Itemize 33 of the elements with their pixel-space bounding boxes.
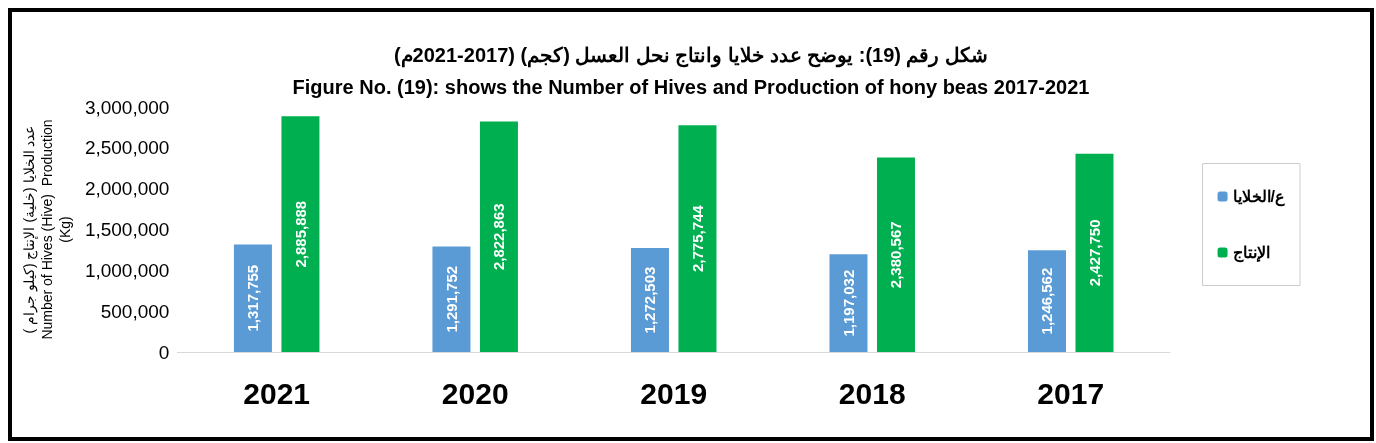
data-label: 1,291,752 bbox=[442, 265, 460, 333]
data-label: 1,197,032 bbox=[839, 269, 857, 337]
bar bbox=[630, 248, 669, 352]
data-label: 2,380,567 bbox=[887, 221, 905, 289]
x-tick-label: 2018 bbox=[838, 376, 906, 410]
data-label: 2,885,888 bbox=[291, 200, 309, 268]
bar bbox=[876, 157, 915, 352]
bar bbox=[479, 121, 518, 352]
y-tick-label: 500,000 bbox=[100, 300, 170, 322]
chart-subtitle: Figure No. (19): shows the Number of Hives and Production of hony beas 2017-2021 bbox=[292, 76, 1090, 98]
x-tick-label: 2017 bbox=[1037, 376, 1105, 410]
data-label: 2,427,750 bbox=[1085, 219, 1103, 287]
legend-label: الإنتاج bbox=[1232, 244, 1270, 263]
y-tick-label: 2,000,000 bbox=[84, 178, 170, 200]
x-tick-label: 2021 bbox=[243, 376, 311, 410]
legend-label: ع/الخلايا bbox=[1232, 188, 1286, 207]
bar bbox=[1075, 153, 1114, 352]
y-tick-label: 2,500,000 bbox=[84, 137, 170, 159]
y-tick-label: 0 bbox=[158, 341, 170, 363]
data-label: 1,272,503 bbox=[641, 266, 659, 334]
y-tick-label: 1,500,000 bbox=[84, 219, 170, 240]
chart-title: شكل رقم (19): يوضح عدد خلايا وانتاج نحل العسل (كجم) (2017-2021م) bbox=[393, 44, 989, 68]
data-label: 1,317,755 bbox=[244, 264, 262, 332]
y-tick-label: 1,000,000 bbox=[84, 259, 170, 281]
y-tick-label: 3,000,000 bbox=[84, 96, 170, 118]
bar bbox=[233, 244, 272, 352]
data-label: 2,775,744 bbox=[688, 204, 706, 273]
data-label: 2,822,863 bbox=[490, 203, 508, 271]
data-label: 1,246,562 bbox=[1038, 267, 1056, 335]
x-tick-label: 2019 bbox=[640, 376, 708, 410]
bar bbox=[678, 125, 717, 352]
bar bbox=[281, 116, 320, 352]
x-tick-label: 2020 bbox=[441, 376, 509, 410]
